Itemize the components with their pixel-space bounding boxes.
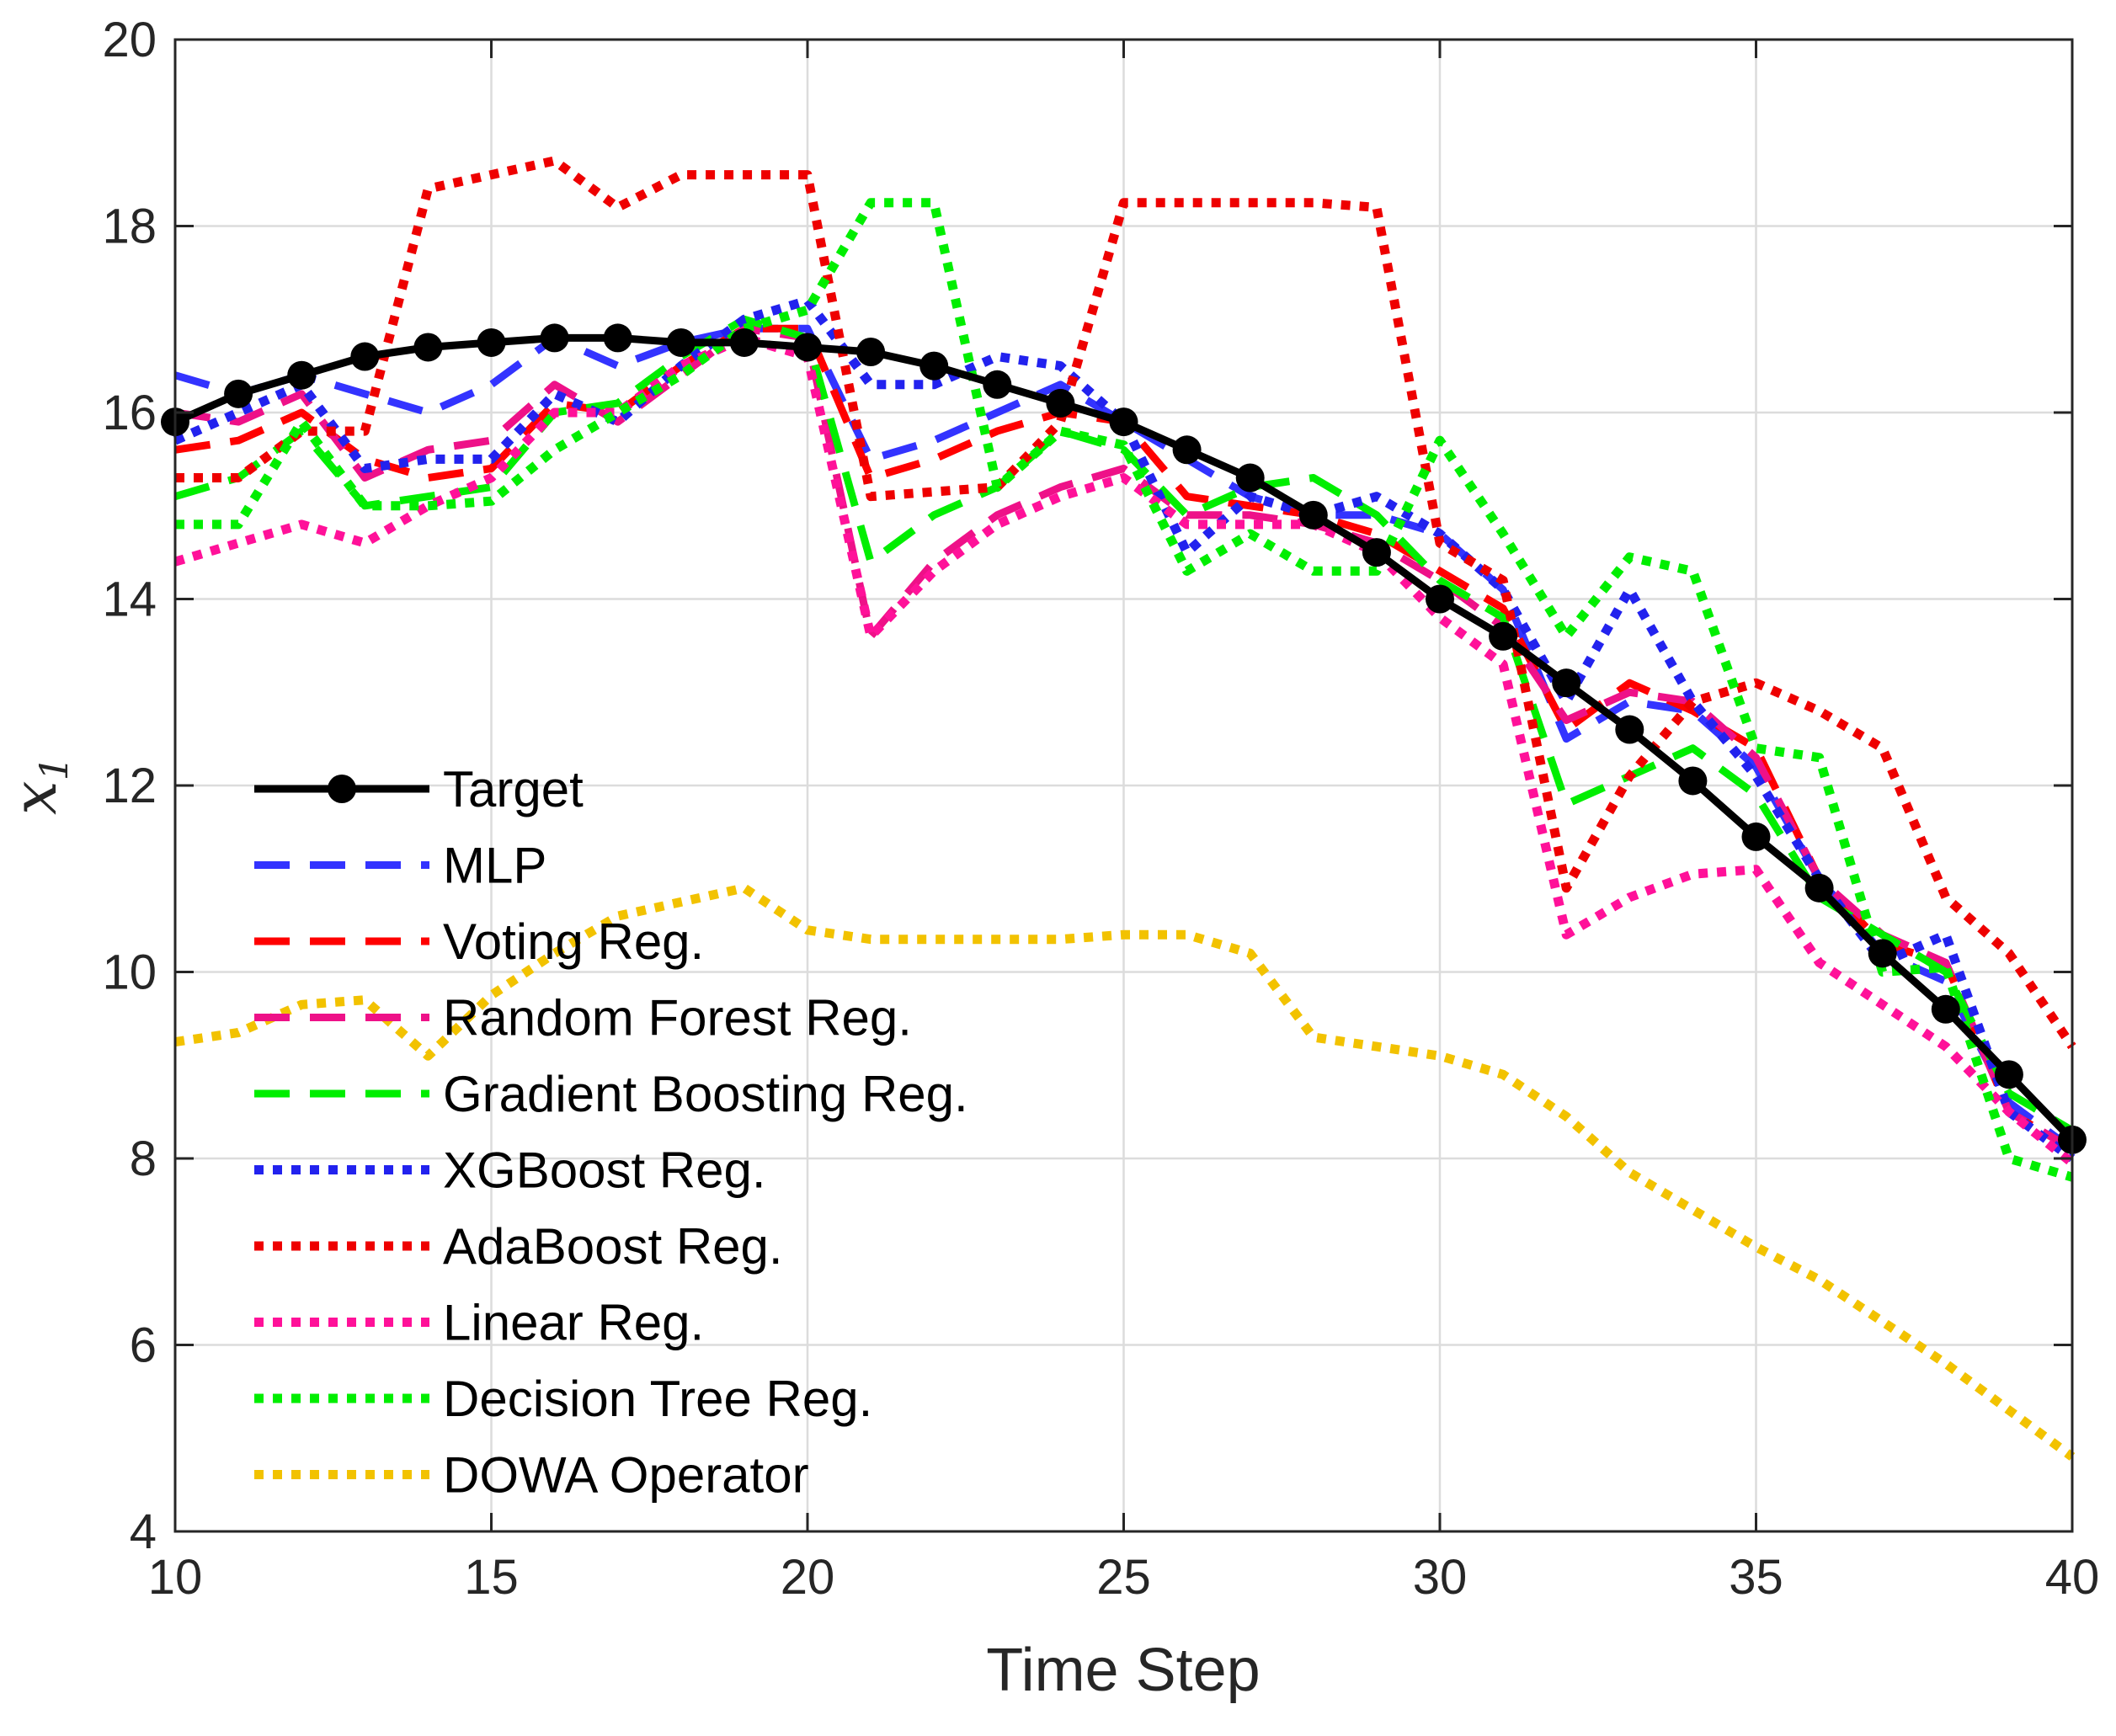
legend-label-random-forest-reg: Random Forest Reg. [443, 990, 912, 1046]
series-marker-target [224, 379, 253, 408]
x-tick-label: 20 [781, 1550, 835, 1605]
series-marker-target [1552, 668, 1581, 698]
series-marker-target [1804, 873, 1834, 903]
series-line-decision-tree-reg [175, 198, 2074, 1182]
y-tick-label: 4 [130, 1504, 157, 1559]
series-line-mlp [173, 324, 2075, 1153]
series-marker-target [1109, 407, 1138, 437]
series-marker-target [287, 360, 317, 390]
x-axis-label: Time Step [986, 1637, 1260, 1704]
y-tick-label: 18 [102, 200, 157, 254]
series-marker-target [793, 333, 822, 362]
series-line-random-forest-reg [174, 324, 2075, 1153]
y-axis-label-sub: 1 [31, 756, 77, 780]
legend-label-gradient-boosting-reg: Gradient Boosting Reg. [443, 1066, 968, 1122]
series-marker-target [1046, 388, 1075, 418]
legend-label-dowa-operator: DOWA Operator [443, 1447, 809, 1504]
y-tick-label: 10 [102, 945, 157, 1000]
y-axis-label: x1 [0, 756, 77, 815]
y-tick-label: 20 [102, 13, 157, 67]
series-marker-target [1362, 538, 1391, 567]
series-line-gradient-boosting-reg [173, 315, 2075, 1134]
series-marker-target [1868, 939, 1897, 968]
series-marker-target [919, 351, 949, 381]
y-tick-label: 12 [102, 759, 157, 813]
legend-marker-target [328, 775, 356, 803]
ticks: 10 15 20 25 30 35 40 4 6 8 10 12 14 16 18 20 [102, 13, 2099, 1605]
legend-label-decision-tree-reg: Decision Tree Reg. [443, 1371, 872, 1427]
legend-label-voting-reg: Voting Reg. [443, 913, 704, 970]
series-marker-target [350, 342, 380, 371]
legend-label-mlp: MLP [443, 838, 546, 894]
x-tick-label: 30 [1413, 1550, 1468, 1605]
series-marker-target [540, 323, 569, 353]
y-tick-label: 6 [130, 1318, 157, 1373]
y-axis-label-text: x1 [0, 756, 77, 815]
y-tick-label: 16 [102, 386, 157, 440]
series-marker-target [477, 327, 506, 357]
legend-label-target: Target [443, 761, 584, 817]
series-marker-target [603, 323, 632, 353]
series-line-linear-reg [173, 333, 2076, 1167]
series-marker-target [666, 327, 696, 357]
x-tick-label: 10 [148, 1550, 203, 1605]
series-line-adaboost-reg [175, 156, 2076, 1050]
series-marker-target [1298, 500, 1328, 530]
legend-label-adaboost-reg: AdaBoost Reg. [443, 1218, 783, 1275]
series-marker-target [983, 370, 1012, 399]
y-tick-label: 8 [130, 1132, 157, 1186]
series-marker-target [1931, 994, 1960, 1024]
x-tick-label: 25 [1096, 1550, 1151, 1605]
series-line-dowa-operator [174, 883, 2076, 1461]
series-marker-target [856, 338, 886, 367]
series-line-xgboost-reg [173, 296, 2076, 1163]
series-marker-target [1615, 715, 1644, 744]
x-tick-label: 35 [1729, 1550, 1783, 1605]
x-tick-label: 15 [464, 1550, 519, 1605]
series-marker-target [1172, 435, 1202, 465]
series-marker-target [413, 333, 443, 362]
series-marker-target [1678, 766, 1708, 796]
series-marker-target [1994, 1060, 2023, 1089]
legend: Target MLP Voting Reg. Random Forest Reg. Gr… [254, 761, 968, 1504]
series-marker-target [1741, 822, 1771, 851]
y-axis-label-var: x [0, 780, 70, 815]
legend-label-linear-reg: Linear Reg. [443, 1295, 704, 1351]
x-tick-label: 40 [2045, 1550, 2100, 1605]
series-marker-target [1489, 621, 1518, 651]
series-marker-target [1235, 463, 1265, 493]
series-marker-target [1426, 584, 1454, 614]
series-marker-target [729, 327, 759, 357]
plot-lines [161, 156, 2087, 1461]
legend-label-xgboost-reg: XGBoost Reg. [443, 1142, 766, 1199]
y-tick-label: 14 [102, 572, 157, 627]
